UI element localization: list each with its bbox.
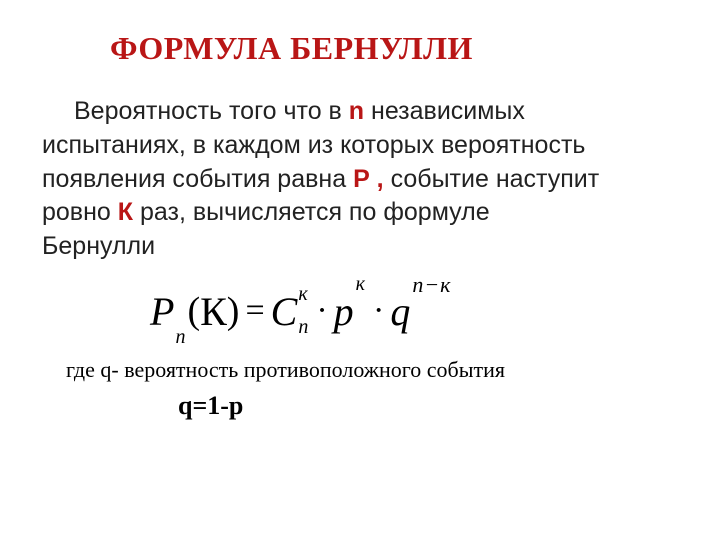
formula-C: C: [271, 288, 298, 335]
bernoulli-formula: P n ( К ) = C к n · p к · q n−к: [150, 288, 678, 335]
text-line3a: появления события равна: [42, 165, 353, 193]
formula-dot2: ·: [373, 292, 384, 330]
definition-text: Вероятность того что в n независимых исп…: [42, 95, 678, 264]
text-line3b: событие наступит: [384, 165, 600, 193]
text-line1a: Вероятность того что в: [74, 97, 349, 125]
formula-p-sup: к: [356, 274, 365, 294]
var-n: n: [349, 97, 364, 125]
slide-title: ФОРМУЛА БЕРНУЛЛИ: [110, 30, 678, 67]
formula-q: q: [390, 288, 410, 335]
formula-arg: К: [200, 288, 227, 335]
formula-C-sub: n: [298, 317, 308, 337]
text-line4b: раз, вычисляется по формуле: [133, 198, 490, 226]
slide: ФОРМУЛА БЕРНУЛЛИ Вероятность того что в …: [0, 0, 720, 540]
formula-open-paren: (: [187, 289, 200, 333]
note-text: где q- вероятность противоположного собы…: [66, 357, 678, 383]
var-K: К: [118, 198, 133, 226]
var-P: Р ,: [353, 165, 384, 193]
formula-q-sup: n−к: [412, 274, 451, 296]
text-line5: Бернулли: [42, 232, 155, 260]
formula-dot1: ·: [316, 292, 327, 330]
formula-eq: =: [245, 292, 264, 330]
formula-p: p: [334, 288, 354, 335]
formula-P-sub: n: [175, 327, 185, 347]
text-line2: испытаниях, в каждом из которых вероятно…: [42, 131, 585, 159]
note-equation: q=1-p: [178, 391, 678, 421]
formula-C-sup: к: [298, 284, 308, 304]
text-line4a: ровно: [42, 198, 118, 226]
formula-close-paren: ): [227, 289, 240, 333]
formula-P: P: [150, 288, 174, 335]
text-line1b: независимых: [364, 97, 525, 125]
